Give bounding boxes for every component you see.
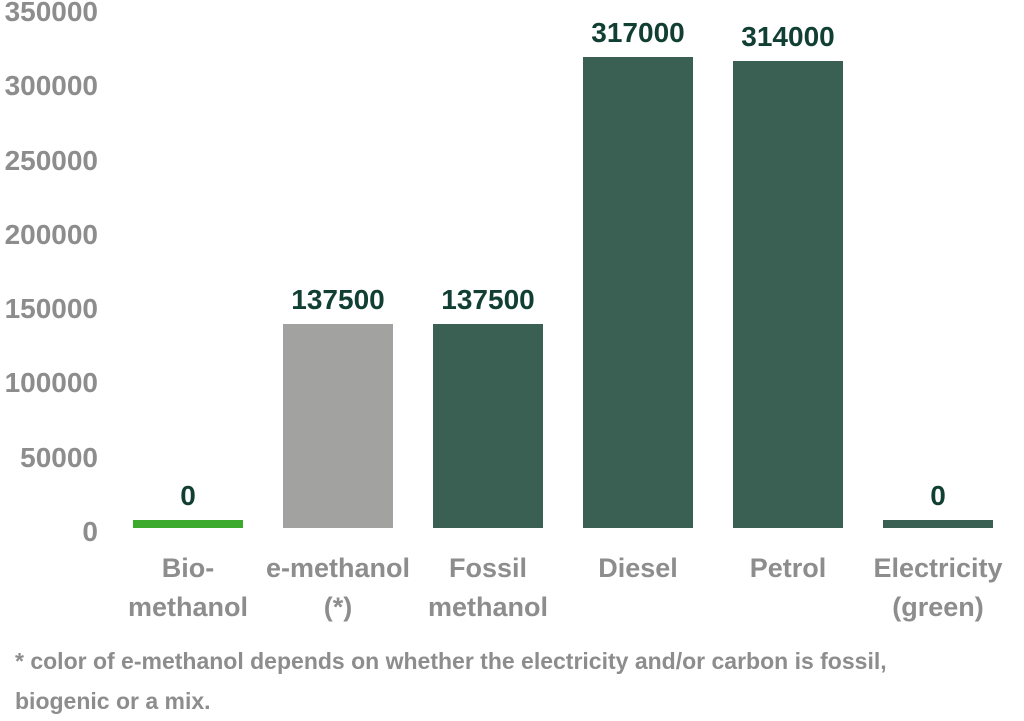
y-tick-label: 100000 xyxy=(4,367,98,398)
x-label-line: (*) xyxy=(323,592,353,622)
plot-area: 0 137500 137500 317000 314000 0 xyxy=(113,0,1013,528)
y-tick-label: 0 xyxy=(82,516,98,547)
y-tick-label: 150000 xyxy=(4,293,98,324)
bar-value-label-electricity-green: 0 xyxy=(930,480,946,511)
x-label-line: Electricity xyxy=(873,553,1003,583)
bar-value-label-petrol: 314000 xyxy=(741,21,835,52)
x-label-electricity-green: Electricity (green) xyxy=(863,549,1013,627)
bar-bio-methanol xyxy=(133,520,243,528)
x-label-line: (green) xyxy=(892,592,984,622)
x-label-line: methanol xyxy=(427,592,548,622)
chart-footnote: * color of e-methanol depends on whether… xyxy=(15,641,1015,721)
bar-column-bio-methanol: 0 xyxy=(113,0,263,528)
x-label-line: Petrol xyxy=(749,553,827,583)
bar-value-label-bio-methanol: 0 xyxy=(180,480,196,511)
bar-column-petrol: 314000 xyxy=(713,0,863,528)
bar-petrol xyxy=(733,61,843,528)
x-label-line: e-methanol xyxy=(265,553,411,583)
x-label-diesel: Diesel xyxy=(563,549,713,627)
bar-value-label-diesel: 317000 xyxy=(591,17,685,48)
bar-column-fossil-methanol: 137500 xyxy=(413,0,563,528)
bar-value-label-e-methanol: 137500 xyxy=(291,284,385,315)
y-tick-label: 300000 xyxy=(4,70,98,101)
x-label-petrol: Petrol xyxy=(713,549,863,627)
bar-column-electricity-green: 0 xyxy=(863,0,1013,528)
x-label-line: Bio- xyxy=(161,553,215,583)
bar-diesel xyxy=(583,57,693,528)
bar-electricity-green xyxy=(883,520,993,528)
y-tick-label: 250000 xyxy=(4,145,98,176)
x-label-line: methanol xyxy=(127,592,248,622)
bar-e-methanol xyxy=(283,324,393,528)
bar-fossil-methanol xyxy=(433,324,543,528)
x-label-line: Fossil xyxy=(448,553,528,583)
x-axis: Bio-methanol e-methanol (*) Fossil methanol D… xyxy=(113,549,1013,627)
x-label-fossil-methanol: Fossil methanol xyxy=(413,549,563,627)
bar-column-diesel: 317000 xyxy=(563,0,713,528)
footnote-line-2: biogenic or a mix. xyxy=(15,688,211,714)
y-tick-label: 200000 xyxy=(4,219,98,250)
x-label-line: Diesel xyxy=(598,553,678,583)
bar-column-e-methanol: 137500 xyxy=(263,0,413,528)
x-label-bio-methanol: Bio-methanol xyxy=(113,549,263,627)
y-tick-label: 50000 xyxy=(20,442,98,473)
x-label-e-methanol: e-methanol (*) xyxy=(263,549,413,627)
footnote-line-1: * color of e-methanol depends on whether… xyxy=(15,648,887,674)
y-tick-label: 350000 xyxy=(4,0,98,27)
y-axis: 0 50000 100000 150000 200000 250000 300000 3500… xyxy=(0,0,98,560)
bar-value-label-fossil-methanol: 137500 xyxy=(441,284,535,315)
